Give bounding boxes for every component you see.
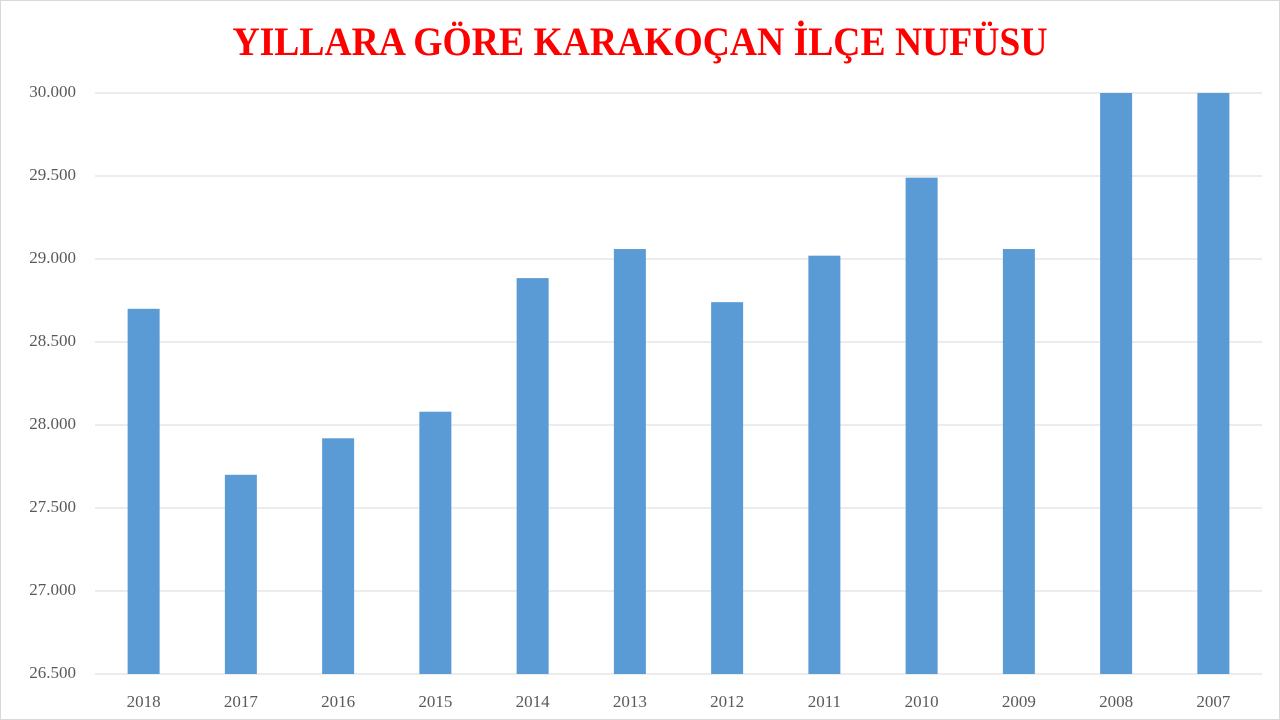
bar [808,255,841,674]
x-tick-label: 2008 [1099,692,1133,711]
bar [905,177,938,674]
bar [1197,93,1230,674]
bar [419,411,452,674]
y-tick-label: 26.500 [29,663,76,682]
y-tick-label: 28.000 [29,414,76,433]
bar [516,278,549,674]
bar [1002,249,1035,674]
bar [224,474,257,674]
x-tick-label: 2011 [808,692,841,711]
bar [127,308,160,674]
bar [613,249,646,674]
x-tick-label: 2018 [127,692,161,711]
y-tick-label: 27.000 [29,580,76,599]
y-tick-label: 29.500 [29,165,76,184]
x-tick-label: 2014 [516,692,551,711]
chart-title: YILLARA GÖRE KARAKOÇAN İLÇE NUFÜSU [233,19,1048,64]
x-tick-label: 2012 [710,692,744,711]
x-tick-label: 2017 [224,692,259,711]
bar [711,302,744,674]
bar [322,438,355,674]
x-tick-label: 2015 [418,692,452,711]
x-tick-label: 2009 [1002,692,1036,711]
y-tick-label: 27.500 [29,497,76,516]
x-tick-label: 2013 [613,692,647,711]
y-tick-label: 30.000 [29,82,76,101]
y-tick-label: 28.500 [29,331,76,350]
x-tick-label: 2010 [905,692,939,711]
y-tick-label: 29.000 [29,248,76,267]
bar [1100,93,1133,674]
x-tick-label: 2007 [1196,692,1231,711]
x-tick-label: 2016 [321,692,355,711]
